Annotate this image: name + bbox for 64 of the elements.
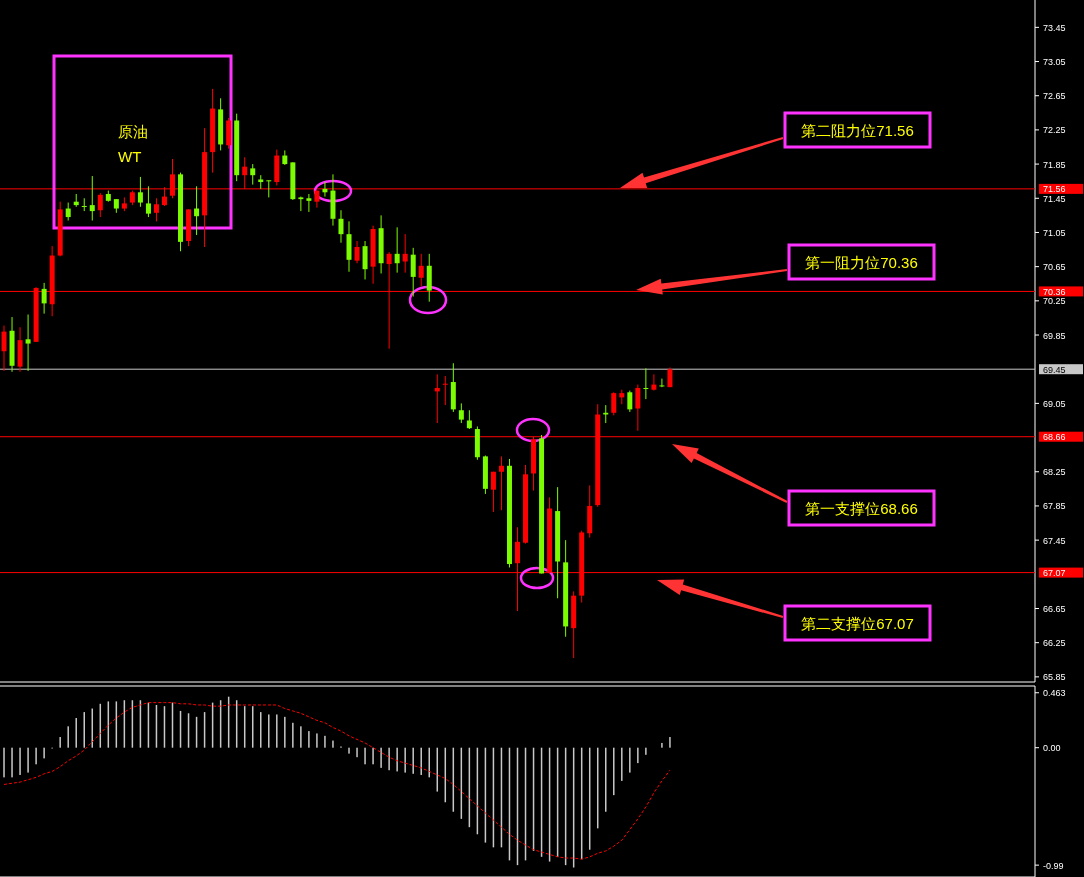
y-tick-label: 66.65 <box>1043 604 1066 614</box>
ref-line-label: 68.66 <box>1043 432 1066 443</box>
y-tick-label: 0.463 <box>1043 688 1066 699</box>
candlestick <box>354 240 360 264</box>
candlestick <box>611 391 617 416</box>
y-tick-label: 0.00 <box>1043 743 1061 754</box>
candlestick <box>25 314 31 372</box>
y-tick-label: 70.25 <box>1043 296 1066 307</box>
candlestick <box>498 455 504 511</box>
y-tick-label: 67.45 <box>1043 535 1066 546</box>
annotation: WT <box>118 148 142 165</box>
y-tick-label: 73.45 <box>1043 22 1066 33</box>
y-tick-label: 73.05 <box>1043 57 1066 68</box>
candlestick <box>145 185 151 218</box>
y-tick-label: 71.85 <box>1043 159 1066 170</box>
y-tick-label: 72.25 <box>1043 125 1066 136</box>
candlestick <box>627 390 633 413</box>
y-tick-label: 69.05 <box>1043 398 1066 409</box>
candlestick <box>137 176 143 208</box>
candlestick <box>458 402 464 424</box>
y-tick-label: 72.65 <box>1043 91 1066 102</box>
candlestick <box>466 409 472 430</box>
ref-line-label: 70.36 <box>1043 286 1066 297</box>
candlestick <box>298 196 304 212</box>
candlestick <box>490 471 496 513</box>
ref-line-label: 71.56 <box>1043 184 1066 195</box>
candlestick <box>659 378 665 388</box>
candlestick <box>338 209 344 244</box>
annotation: 第一支撑位68.66 <box>805 500 918 517</box>
candlestick <box>635 384 641 432</box>
y-tick-label: 71.05 <box>1043 227 1066 238</box>
candlestick <box>41 282 47 315</box>
candlestick <box>362 240 368 280</box>
candlestick <box>153 197 159 222</box>
y-tick-label: 67.85 <box>1043 501 1066 512</box>
y-tick-label: -0.99 <box>1043 860 1064 871</box>
candlestick <box>643 367 649 400</box>
candlestick <box>266 179 272 198</box>
y-tick-label: 71.45 <box>1043 193 1066 204</box>
candlestick <box>97 192 103 218</box>
candlestick <box>250 163 256 186</box>
annotation: 第二阻力位71.56 <box>801 122 914 139</box>
candlestick <box>81 197 87 212</box>
ref-line-label: 69.45 <box>1043 364 1066 375</box>
candlestick <box>651 373 657 392</box>
annotation: 第二支撑位67.07 <box>801 615 914 632</box>
candlestick <box>194 185 200 236</box>
y-tick-label: 69.85 <box>1043 330 1066 341</box>
candlestick <box>394 226 400 274</box>
candlestick <box>402 233 408 274</box>
annotation: 第一阻力位70.36 <box>805 254 918 271</box>
candlestick <box>89 175 95 221</box>
y-tick-label: 70.65 <box>1043 262 1066 273</box>
candlestick <box>410 247 416 298</box>
candlestick <box>1 325 7 372</box>
y-tick-label: 68.25 <box>1043 467 1066 478</box>
candlestick <box>442 375 448 406</box>
y-tick-label: 66.25 <box>1043 638 1066 649</box>
candlestick <box>418 253 424 287</box>
y-tick-label: 65.85 <box>1043 672 1066 683</box>
candlestick <box>306 193 312 213</box>
annotation: 原油 <box>118 123 148 140</box>
ref-line-label: 67.07 <box>1043 567 1066 578</box>
line-series <box>3 702 671 860</box>
